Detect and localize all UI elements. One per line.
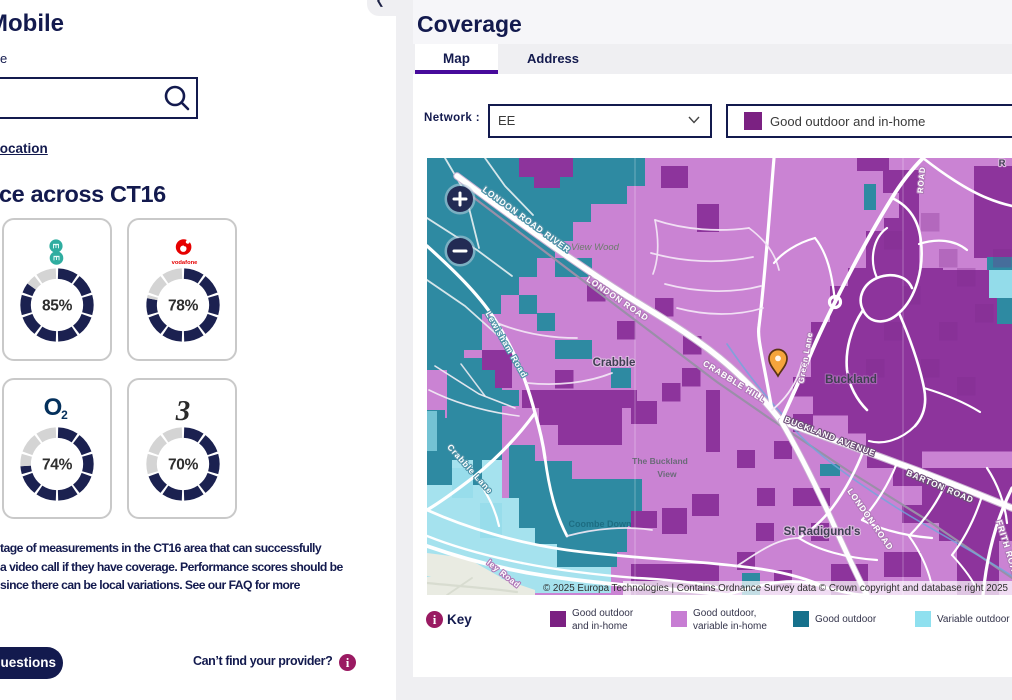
svg-text:70%: 70% [168, 457, 199, 474]
svg-text:vodafone: vodafone [172, 260, 199, 266]
svg-text:St Radigund's: St Radigund's [784, 526, 861, 538]
svg-text:Crabble: Crabble [593, 357, 636, 369]
svg-text:E: E [52, 255, 61, 261]
svg-text:St Radigund's: St Radigund's [784, 526, 861, 538]
svg-text:E: E [51, 243, 60, 249]
svg-text:View: View [657, 469, 677, 479]
svg-text:78%: 78% [168, 298, 199, 315]
svg-text:Crabble: Crabble [593, 357, 636, 369]
svg-text:85%: 85% [42, 298, 73, 315]
svg-text:© 2025 Europa Technologies | C: © 2025 Europa Technologies | Contains Or… [543, 583, 1009, 594]
svg-text:R: R [999, 158, 1006, 169]
svg-text:3: 3 [175, 395, 191, 427]
svg-text:2: 2 [61, 408, 68, 422]
svg-text:O: O [44, 394, 63, 421]
svg-text:Buckland: Buckland [825, 374, 877, 386]
svg-text:Buckland: Buckland [825, 374, 877, 386]
svg-text:ROAD: ROAD [916, 166, 927, 193]
svg-text:ROAD: ROAD [916, 166, 927, 193]
svg-text:74%: 74% [42, 457, 73, 474]
svg-text:Coombe Down: Coombe Down [569, 519, 632, 529]
svg-text:R: R [999, 158, 1006, 169]
svg-text:View Wood: View Wood [571, 242, 620, 253]
svg-text:The Buckland: The Buckland [632, 456, 688, 466]
